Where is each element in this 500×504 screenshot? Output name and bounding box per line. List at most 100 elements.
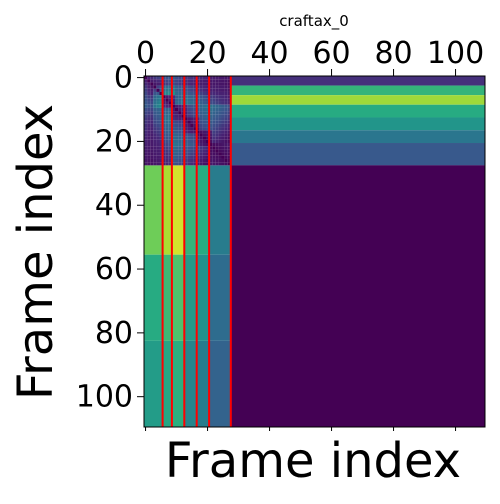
heatmap-cell bbox=[218, 127, 222, 131]
heatmap-cell bbox=[184, 143, 188, 147]
heatmap-cell bbox=[202, 85, 206, 89]
heatmap-cell bbox=[156, 152, 160, 156]
heatmap-cell bbox=[181, 101, 185, 105]
heatmap-cell bbox=[193, 98, 197, 102]
heatmap-cell bbox=[190, 127, 194, 131]
heatmap-cell bbox=[181, 155, 185, 159]
heatmap-cell bbox=[153, 111, 157, 115]
heatmap-cell bbox=[193, 123, 197, 128]
heatmap-cell bbox=[153, 107, 157, 112]
heatmap-cell bbox=[193, 158, 197, 163]
heatmap-cell bbox=[196, 123, 200, 128]
heatmap-cell bbox=[162, 114, 166, 118]
heatmap-cell bbox=[153, 98, 157, 102]
heatmap-cell bbox=[162, 136, 166, 140]
heatmap-cell bbox=[187, 82, 191, 86]
heatmap-cell bbox=[202, 107, 206, 112]
heatmap-cell bbox=[147, 85, 151, 89]
heatmap-cell bbox=[209, 146, 213, 150]
heatmap-cell bbox=[159, 152, 163, 156]
heatmap-cell bbox=[218, 107, 222, 112]
heatmap-right-band-cell bbox=[230, 95, 485, 105]
heatmap-cell bbox=[147, 152, 151, 156]
heatmap-cell bbox=[175, 130, 179, 134]
heatmap-cell bbox=[153, 127, 157, 131]
heatmap-cell bbox=[162, 117, 166, 121]
heatmap-cell bbox=[171, 146, 175, 150]
heatmap-cell bbox=[227, 101, 231, 105]
heatmap-cell bbox=[171, 158, 175, 163]
heatmap-cell bbox=[165, 114, 169, 118]
heatmap-cell bbox=[212, 111, 216, 115]
heatmap-cell bbox=[209, 107, 213, 112]
heatmap-cell bbox=[165, 95, 169, 99]
heatmap-cell bbox=[187, 114, 191, 118]
heatmap-cell bbox=[184, 117, 188, 121]
heatmap-cell bbox=[171, 104, 175, 108]
heatmap-cell bbox=[156, 88, 160, 92]
heatmap-cell bbox=[159, 98, 163, 102]
heatmap-cell bbox=[153, 114, 157, 118]
heatmap-cell bbox=[196, 130, 200, 134]
heatmap-cell bbox=[159, 143, 163, 147]
heatmap-cell bbox=[227, 130, 231, 134]
heatmap-cell bbox=[187, 107, 191, 112]
heatmap-cell bbox=[221, 111, 225, 115]
heatmap-cell bbox=[184, 158, 188, 163]
heatmap-lower-band-cell bbox=[162, 254, 172, 341]
heatmap-cell bbox=[224, 158, 228, 163]
heatmap-cell bbox=[144, 146, 148, 150]
heatmap-cell bbox=[168, 136, 172, 140]
heatmap-cell bbox=[144, 123, 148, 128]
heatmap-cell bbox=[227, 91, 231, 96]
heatmap-cell bbox=[165, 88, 169, 92]
heatmap-cell bbox=[215, 152, 219, 156]
heatmap-cell bbox=[199, 85, 203, 89]
heatmap-cell bbox=[187, 146, 191, 150]
heatmap-cell bbox=[171, 123, 175, 128]
heatmap-cell bbox=[144, 162, 148, 166]
heatmap-cell bbox=[218, 88, 222, 92]
heatmap-cell bbox=[224, 146, 228, 150]
heatmap-cell bbox=[206, 79, 210, 83]
heatmap-cell bbox=[171, 162, 175, 166]
heatmap-cell bbox=[206, 85, 210, 89]
heatmap-cell bbox=[153, 104, 157, 108]
heatmap-cell bbox=[184, 79, 188, 83]
heatmap-cell bbox=[150, 127, 154, 131]
heatmap-cell bbox=[144, 76, 148, 80]
heatmap-cell bbox=[150, 143, 154, 147]
heatmap-cell bbox=[187, 152, 191, 156]
heatmap-cell bbox=[202, 91, 206, 96]
heatmap-cell bbox=[147, 143, 151, 147]
heatmap-cell bbox=[187, 104, 191, 108]
heatmap-cell bbox=[196, 82, 200, 86]
heatmap-cell bbox=[156, 155, 160, 159]
heatmap-cell bbox=[206, 98, 210, 102]
heatmap-cell bbox=[227, 162, 231, 166]
heatmap-cell bbox=[193, 149, 197, 153]
heatmap-lower-band-cell bbox=[162, 165, 172, 255]
heatmap-cell bbox=[153, 117, 157, 121]
heatmap-cell bbox=[202, 133, 206, 137]
heatmap-cell bbox=[153, 143, 157, 147]
heatmap-cell bbox=[181, 76, 185, 80]
y-axis-ticks: 0 20 40 60 80 100 bbox=[76, 61, 144, 415]
heatmap-cell bbox=[181, 152, 185, 156]
heatmap-cell bbox=[202, 76, 206, 80]
heatmap-cell bbox=[190, 155, 194, 159]
heatmap-cell bbox=[144, 82, 148, 86]
heatmap-cell bbox=[153, 91, 157, 96]
heatmap-cell bbox=[153, 136, 157, 140]
heatmap-cell bbox=[209, 95, 213, 99]
heatmap-cell bbox=[144, 130, 148, 134]
heatmap-cell bbox=[215, 149, 219, 153]
heatmap-cell bbox=[168, 107, 172, 112]
heatmap-cell bbox=[168, 111, 172, 115]
heatmap-cell bbox=[144, 107, 148, 112]
heatmap-cell bbox=[187, 133, 191, 137]
heatmap-cell bbox=[178, 104, 182, 108]
heatmap-cell bbox=[181, 143, 185, 147]
heatmap-cell bbox=[165, 98, 169, 102]
x-axis-tick-label: 0 bbox=[136, 36, 155, 71]
